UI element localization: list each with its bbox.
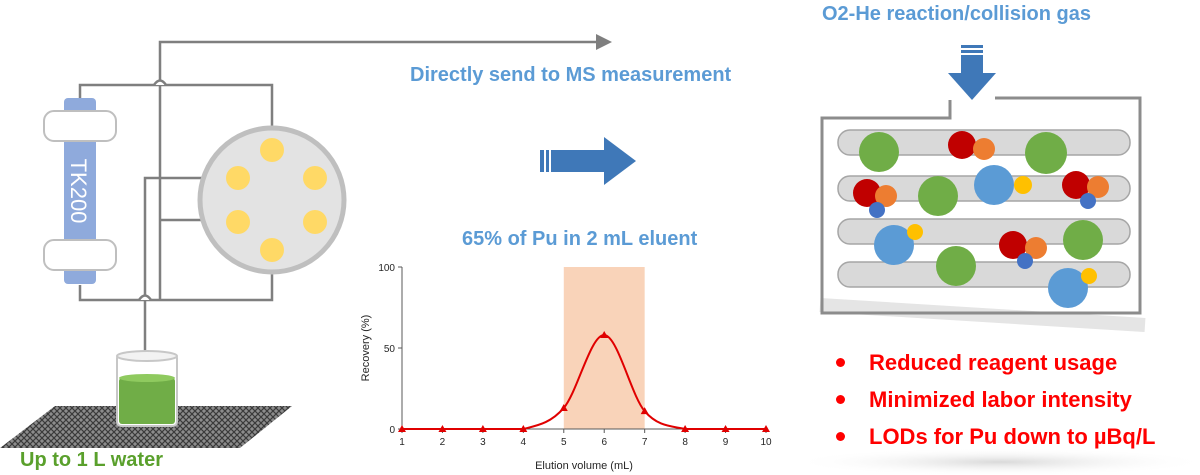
- data-point-marker: [640, 407, 649, 415]
- elution-caption: 65% of Pu in 2 mL eluent: [462, 228, 698, 250]
- benefit-item: Minimized labor intensity: [836, 381, 1155, 418]
- valve-port: [303, 166, 327, 190]
- x-tick-label: 6: [601, 437, 607, 448]
- data-point-marker: [398, 425, 406, 432]
- line-crossing-hop: [152, 79, 168, 86]
- y-axis-title: Recovery (%): [360, 315, 372, 382]
- bullet-icon: [836, 394, 845, 404]
- list-shadow: [790, 448, 1200, 475]
- y-tick-label: 50: [384, 344, 396, 355]
- benefit-item: Reduced reagent usage: [836, 344, 1155, 381]
- x-tick-label: 4: [521, 437, 527, 448]
- column-label: TK200: [66, 159, 91, 224]
- bullet-icon: [836, 431, 845, 441]
- y-tick-label: 100: [378, 263, 395, 274]
- data-point-marker: [559, 403, 568, 411]
- data-point-marker: [438, 425, 447, 432]
- x-tick-label: 1: [399, 437, 405, 448]
- benefit-text: Reduced reagent usage: [869, 350, 1118, 375]
- valve-port: [303, 210, 327, 234]
- direct-send-label: Directly send to MS measurement: [410, 64, 732, 86]
- valve-port: [260, 138, 284, 162]
- recovery-curve: [401, 334, 766, 431]
- x-tick-label: 2: [440, 437, 446, 448]
- valve-port: [226, 210, 250, 234]
- reaction-cell: [819, 96, 1146, 332]
- tubing-lines: [78, 40, 598, 355]
- data-point-marker: [478, 425, 487, 432]
- elution-window-band: [563, 267, 645, 429]
- benefits-list: Reduced reagent usage Minimized labor in…: [836, 344, 1155, 455]
- six-port-valve: [197, 125, 347, 275]
- x-tick-label: 3: [480, 437, 486, 448]
- data-point-marker: [681, 425, 690, 432]
- line-crossing-hop: [137, 294, 153, 301]
- block-arrow-down-icon: [948, 45, 996, 100]
- benefit-item: LODs for Pu down to µBq/L: [836, 418, 1155, 455]
- benefit-text: Minimized labor intensity: [869, 387, 1132, 412]
- gas-label: O2-He reaction/collision gas: [822, 3, 1091, 25]
- valve-port: [260, 238, 284, 262]
- data-point-marker: [762, 425, 770, 432]
- tk200-column: TK200: [43, 98, 117, 284]
- x-tick-label: 7: [642, 437, 648, 448]
- ion-particles: [853, 131, 1109, 308]
- valve-port: [226, 166, 250, 190]
- x-tick-label: 10: [760, 437, 772, 448]
- water-volume-label: Up to 1 L water: [20, 449, 163, 471]
- x-axis-title: Elution volume (mL): [535, 460, 633, 472]
- data-point-marker: [721, 425, 730, 432]
- x-tick-label: 8: [682, 437, 688, 448]
- ms-line-arrowhead: [596, 34, 612, 50]
- x-tick-label: 9: [723, 437, 729, 448]
- benefit-text: LODs for Pu down to µBq/L: [869, 424, 1156, 449]
- bullet-icon: [836, 357, 845, 367]
- x-tick-label: 5: [561, 437, 567, 448]
- water-beaker-icon: [116, 350, 178, 427]
- block-arrow-right-icon: [540, 137, 636, 185]
- y-tick-label: 0: [389, 425, 395, 436]
- data-point-marker: [519, 425, 528, 432]
- data-point-marker: [600, 331, 609, 339]
